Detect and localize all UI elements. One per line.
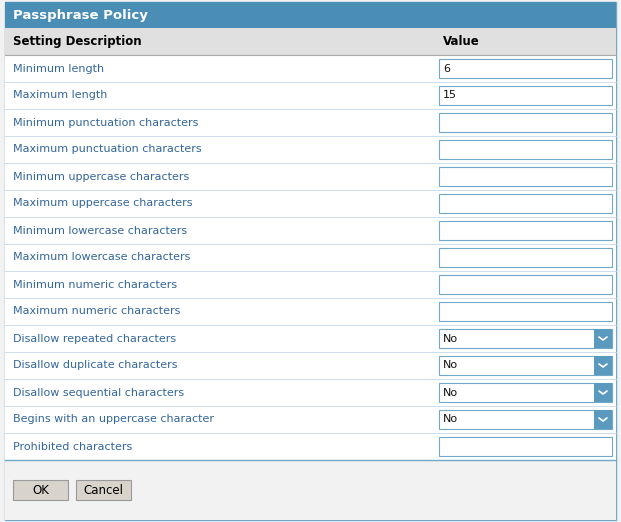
Bar bbox=[439, 59, 612, 78]
Bar bbox=[439, 248, 612, 267]
Text: Setting Description: Setting Description bbox=[13, 35, 142, 48]
Bar bbox=[5, 55, 616, 82]
Bar bbox=[5, 298, 616, 325]
Bar bbox=[439, 221, 612, 240]
Text: 15: 15 bbox=[443, 90, 457, 101]
Bar bbox=[5, 82, 616, 109]
Text: Maximum uppercase characters: Maximum uppercase characters bbox=[13, 198, 193, 208]
Text: No: No bbox=[443, 414, 458, 424]
Text: Maximum length: Maximum length bbox=[13, 90, 107, 101]
Text: Passphrase Policy: Passphrase Policy bbox=[13, 8, 148, 21]
Text: OK: OK bbox=[32, 483, 49, 496]
Bar bbox=[76, 480, 131, 500]
Text: No: No bbox=[443, 334, 458, 343]
Text: Cancel: Cancel bbox=[83, 483, 124, 496]
Bar bbox=[5, 28, 616, 55]
Bar bbox=[5, 2, 616, 28]
Bar bbox=[5, 271, 616, 298]
Text: Disallow sequential characters: Disallow sequential characters bbox=[13, 387, 184, 397]
Bar bbox=[439, 194, 612, 213]
Bar bbox=[439, 383, 612, 402]
Text: Minimum numeric characters: Minimum numeric characters bbox=[13, 279, 177, 290]
Text: Value: Value bbox=[443, 35, 480, 48]
Bar bbox=[594, 329, 612, 348]
Text: Maximum punctuation characters: Maximum punctuation characters bbox=[13, 145, 202, 155]
Bar bbox=[439, 275, 612, 294]
Bar bbox=[5, 163, 616, 190]
Bar bbox=[5, 352, 616, 379]
Bar bbox=[5, 190, 616, 217]
Text: Maximum numeric characters: Maximum numeric characters bbox=[13, 306, 180, 316]
Bar bbox=[439, 410, 612, 429]
Bar bbox=[439, 86, 612, 105]
Text: Disallow repeated characters: Disallow repeated characters bbox=[13, 334, 176, 343]
Bar bbox=[5, 325, 616, 352]
Text: Maximum lowercase characters: Maximum lowercase characters bbox=[13, 253, 191, 263]
Bar bbox=[13, 480, 68, 500]
Text: Minimum punctuation characters: Minimum punctuation characters bbox=[13, 117, 198, 127]
Text: Prohibited characters: Prohibited characters bbox=[13, 442, 132, 452]
Text: No: No bbox=[443, 387, 458, 397]
Bar bbox=[5, 379, 616, 406]
Bar bbox=[439, 302, 612, 321]
Bar bbox=[439, 437, 612, 456]
Bar bbox=[594, 383, 612, 402]
Text: Minimum length: Minimum length bbox=[13, 64, 104, 74]
Text: Begins with an uppercase character: Begins with an uppercase character bbox=[13, 414, 214, 424]
Bar bbox=[439, 329, 612, 348]
Bar bbox=[439, 113, 612, 132]
Text: Minimum lowercase characters: Minimum lowercase characters bbox=[13, 226, 187, 235]
Text: Disallow duplicate characters: Disallow duplicate characters bbox=[13, 361, 178, 371]
Bar bbox=[5, 433, 616, 460]
Bar bbox=[439, 140, 612, 159]
Text: Minimum uppercase characters: Minimum uppercase characters bbox=[13, 172, 189, 182]
Bar bbox=[5, 406, 616, 433]
Bar bbox=[5, 136, 616, 163]
Bar bbox=[594, 356, 612, 375]
Bar bbox=[594, 410, 612, 429]
Bar bbox=[5, 217, 616, 244]
Bar bbox=[5, 460, 616, 520]
Bar bbox=[5, 244, 616, 271]
Text: 6: 6 bbox=[443, 64, 450, 74]
Bar bbox=[439, 356, 612, 375]
Bar bbox=[439, 167, 612, 186]
Text: No: No bbox=[443, 361, 458, 371]
Bar bbox=[5, 109, 616, 136]
